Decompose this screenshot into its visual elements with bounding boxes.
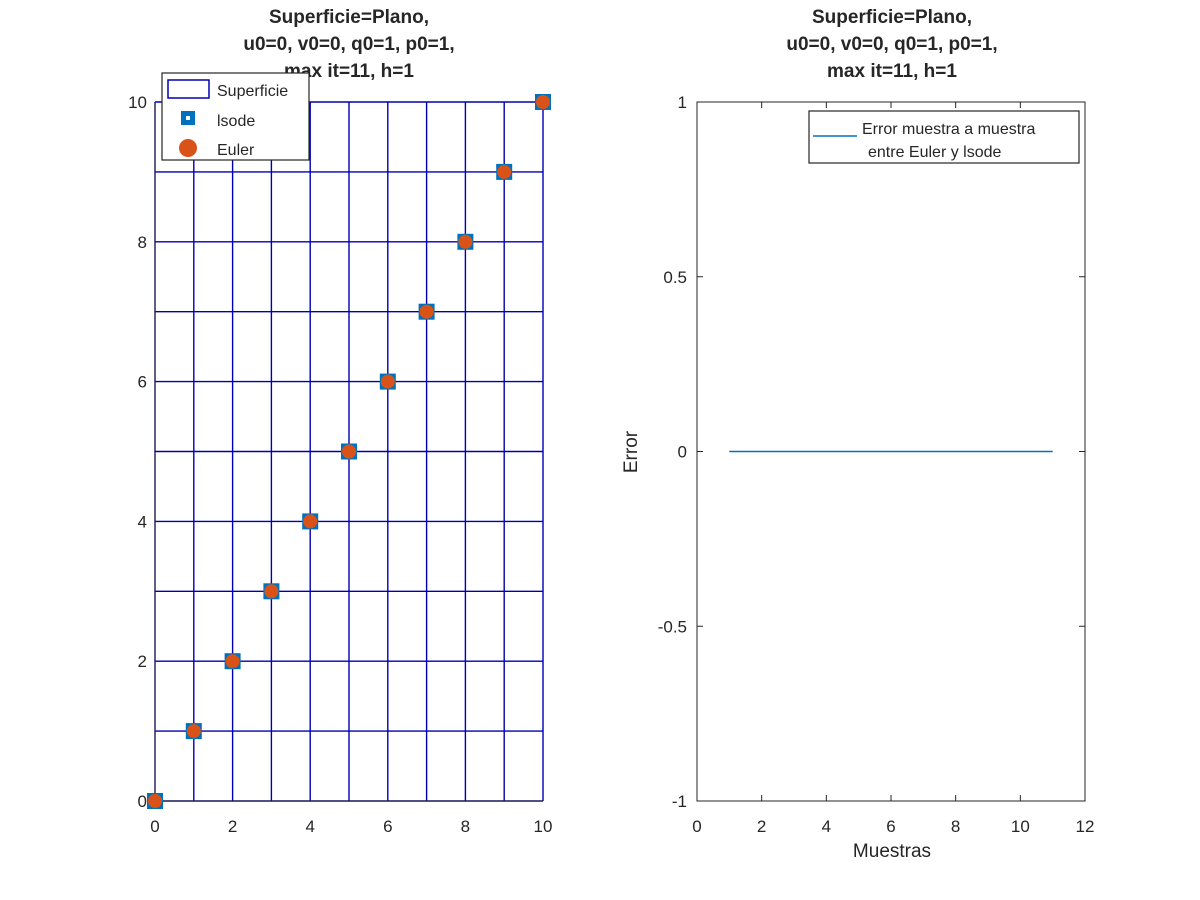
euler-point-8	[458, 234, 473, 249]
right-x-tick-label-1: 2	[757, 817, 766, 836]
euler-point-0	[148, 794, 162, 808]
right-subplot: Superficie=Plano, u0=0, v0=0, q0=1, p0=1…	[621, 7, 1094, 862]
left-title-line-2: u0=0, v0=0, q0=1, p0=1,	[243, 34, 454, 55]
right-legend-box	[808, 110, 1080, 164]
right-x-tick-label-5: 10	[1011, 817, 1030, 836]
legend-superficie-swatch	[167, 79, 210, 99]
right-y-axis-label: Error	[621, 430, 642, 473]
left-legend: Superficie lsode Euler	[161, 72, 310, 161]
left-tick-labels: 0 2 4 6 8 10 0 2 4 6 8 10	[128, 93, 552, 836]
euler-point-7	[419, 304, 434, 319]
left-y-tick-label-2: 4	[138, 512, 147, 531]
left-chart-title: Superficie=Plano, u0=0, v0=0, q0=1, p0=1…	[243, 7, 454, 82]
right-y-tick-label-0: -1	[672, 792, 687, 811]
right-y-tick-label-3: 0.5	[663, 268, 687, 287]
right-x-axis-label: Muestras	[853, 841, 931, 862]
right-y-tick-label-2: 0	[678, 443, 687, 462]
legend-superficie-label: Superficie	[217, 83, 288, 100]
euler-point-5	[342, 444, 356, 459]
legend-lsode-label: lsode	[217, 113, 255, 130]
right-tick-labels: 0 2 4 6 8 10 12 -1 -0.5 0 0.5 1	[658, 93, 1095, 836]
left-x-tick-label-5: 10	[534, 817, 553, 836]
left-y-tick-label-1: 2	[138, 652, 147, 671]
left-subplot: Superficie=Plano, u0=0, v0=0, q0=1, p0=1…	[128, 7, 552, 836]
right-x-tick-label-3: 6	[886, 817, 895, 836]
right-y-tick-label-1: -0.5	[658, 617, 687, 636]
left-y-tick-label-3: 6	[138, 373, 147, 392]
left-title-line-1: Superficie=Plano,	[269, 7, 429, 28]
left-x-tick-label-3: 6	[383, 817, 392, 836]
legend-euler-label: Euler	[217, 142, 255, 159]
euler-point-2	[225, 654, 240, 669]
right-x-tick-label-4: 8	[951, 817, 960, 836]
euler-point-4	[303, 514, 318, 529]
right-x-tick-label-2: 4	[822, 817, 831, 836]
right-title-line-3: max it=11, h=1	[827, 61, 957, 82]
legend-lsode-marker-center	[186, 116, 190, 120]
euler-point-10	[536, 95, 550, 109]
euler-point-1	[186, 724, 201, 739]
euler-point-9	[497, 164, 512, 179]
right-legend-label-line-1: Error muestra a muestra	[862, 121, 1035, 138]
right-legend: Error muestra a muestra entre Euler y ls…	[808, 110, 1080, 164]
left-x-tick-label-4: 8	[461, 817, 470, 836]
left-title-line-3: max it=11, h=1	[284, 61, 414, 82]
right-title-line-1: Superficie=Plano,	[812, 7, 972, 28]
left-axes	[154, 102, 543, 802]
right-x-tick-label-6: 12	[1076, 817, 1095, 836]
left-x-tick-label-1: 2	[228, 817, 237, 836]
right-chart-title: Superficie=Plano, u0=0, v0=0, q0=1, p0=1…	[786, 7, 997, 82]
right-legend-label-line-2: entre Euler y lsode	[868, 144, 1002, 161]
right-title-line-2: u0=0, v0=0, q0=1, p0=1,	[786, 34, 997, 55]
left-y-tick-label-4: 8	[138, 233, 147, 252]
euler-point-6	[380, 374, 395, 389]
right-x-tick-label-0: 0	[692, 817, 701, 836]
left-x-tick-label-0: 0	[150, 817, 159, 836]
left-x-tick-label-2: 4	[305, 817, 314, 836]
left-y-tick-label-0: 0	[138, 792, 147, 811]
left-y-tick-label-5: 10	[128, 93, 147, 112]
right-y-tick-label-4: 1	[678, 93, 687, 112]
left-data-marks	[147, 94, 551, 809]
euler-point-3	[264, 584, 279, 599]
legend-euler-marker	[179, 139, 197, 157]
